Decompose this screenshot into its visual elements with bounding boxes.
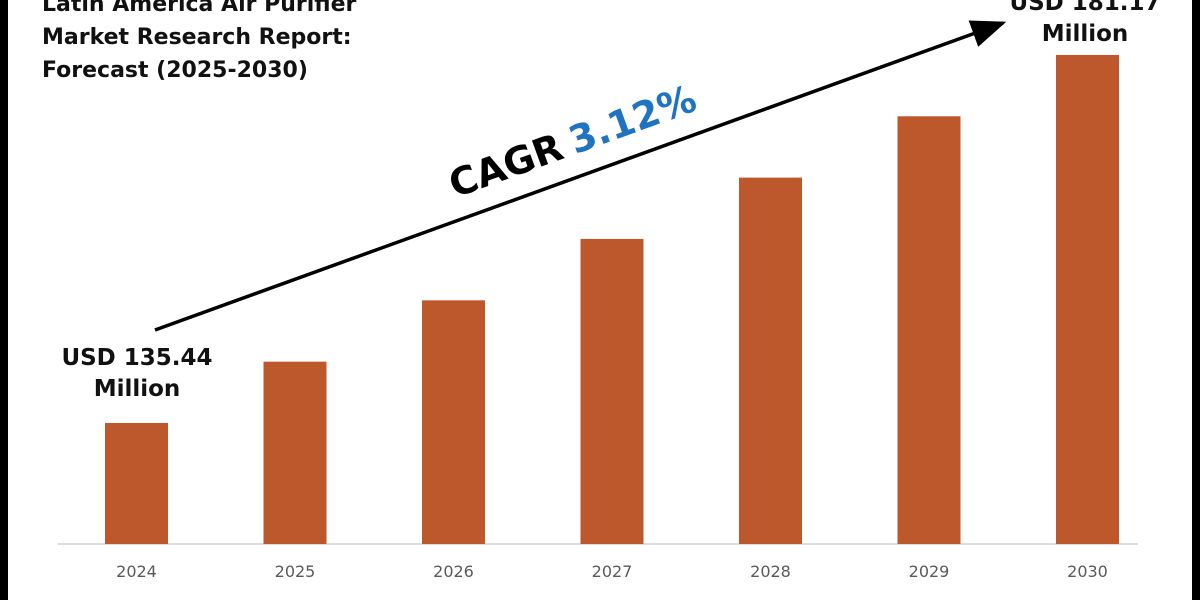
x-tick-label: 2029 <box>909 562 950 581</box>
bar-2026 <box>422 300 485 544</box>
start-value: USD 135.44 <box>61 345 213 371</box>
bar-2025 <box>263 361 327 544</box>
x-tick-label: 2026 <box>433 562 474 581</box>
x-tick-label: 2025 <box>275 562 316 581</box>
end-value-label: USD 181.17 Million <box>995 0 1175 50</box>
cagr-value: 3.12% <box>563 76 702 162</box>
start-value-label: USD 135.44 Million <box>52 343 222 405</box>
cagr-label: CAGR3.12% <box>443 76 702 206</box>
chart-title: Latin America Air Purifier Market Resear… <box>42 0 356 87</box>
right-border <box>1192 0 1200 600</box>
left-border <box>0 0 8 600</box>
bar-2027 <box>580 238 644 544</box>
bar-2028 <box>739 177 802 544</box>
bar-2029 <box>897 116 961 544</box>
end-unit: Million <box>1041 21 1129 47</box>
x-tick-label: 2024 <box>116 562 157 581</box>
x-tick-label: 2028 <box>750 562 791 581</box>
start-unit: Million <box>93 376 181 402</box>
growth-arrow <box>154 20 1007 332</box>
title-line-1: Latin America Air Purifier <box>42 0 357 17</box>
bar-2030 <box>1056 54 1119 544</box>
x-tick-label: 2030 <box>1067 562 1108 581</box>
title-line-3: Forecast (2025-2030) <box>42 58 308 83</box>
title-line-2: Market Research Report: <box>42 25 352 50</box>
x-tick-label: 2027 <box>592 562 633 581</box>
bar-2024 <box>105 422 168 544</box>
cagr-prefix: CAGR <box>443 125 569 207</box>
end-value: USD 181.17 <box>1009 0 1161 16</box>
